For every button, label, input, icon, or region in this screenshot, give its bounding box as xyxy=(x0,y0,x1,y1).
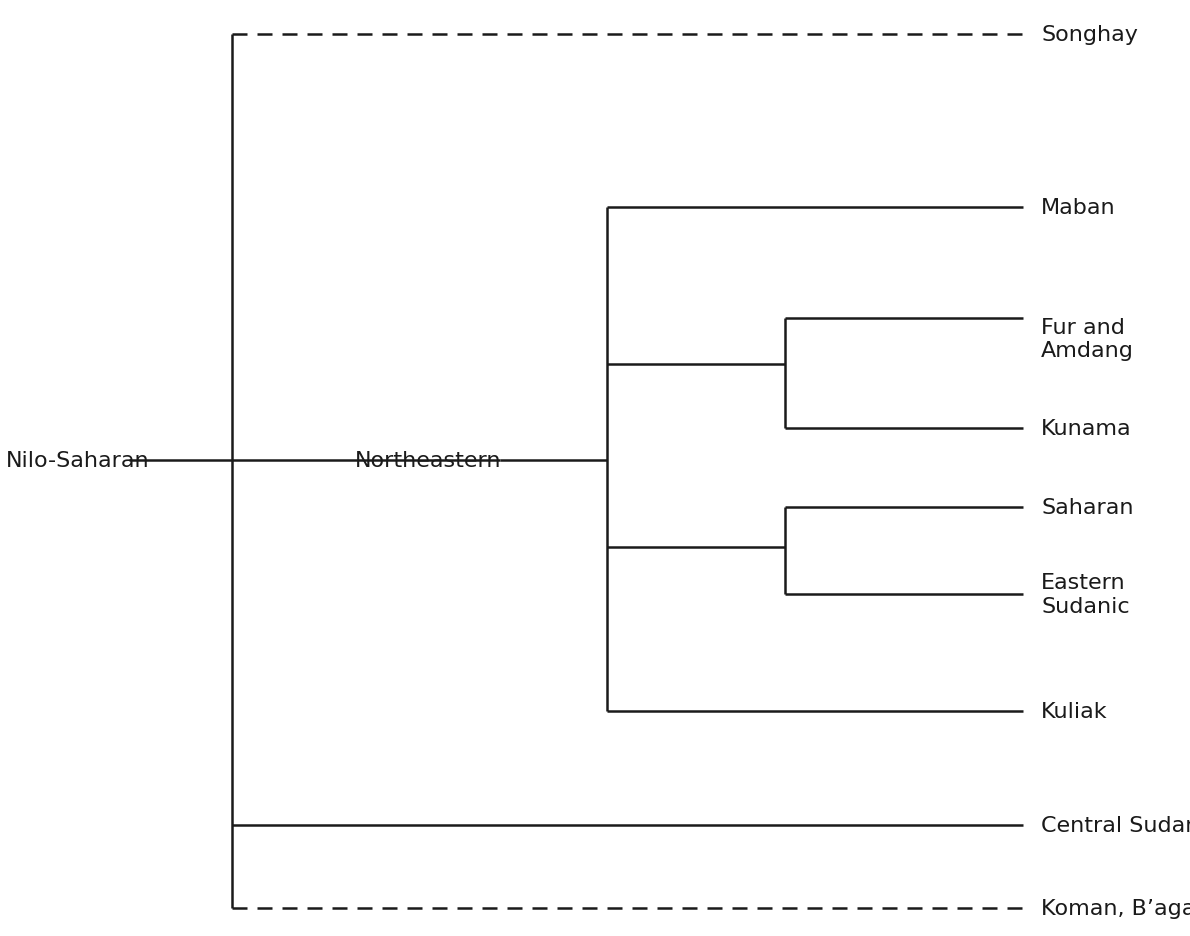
Text: Saharan: Saharan xyxy=(1041,497,1134,518)
Text: Northeastern: Northeastern xyxy=(355,450,501,471)
Text: Kuliak: Kuliak xyxy=(1041,701,1108,722)
Text: Songhay: Songhay xyxy=(1041,24,1138,45)
Text: Koman, B’aga: Koman, B’aga xyxy=(1041,898,1190,918)
Text: Central Sudanic: Central Sudanic xyxy=(1041,815,1190,836)
Text: Nilo-Saharan: Nilo-Saharan xyxy=(6,450,150,471)
Text: Eastern
Sudanic: Eastern Sudanic xyxy=(1041,573,1129,616)
Text: Fur and
Amdang: Fur and Amdang xyxy=(1041,317,1134,360)
Text: Kunama: Kunama xyxy=(1041,418,1132,439)
Text: Maban: Maban xyxy=(1041,197,1116,218)
